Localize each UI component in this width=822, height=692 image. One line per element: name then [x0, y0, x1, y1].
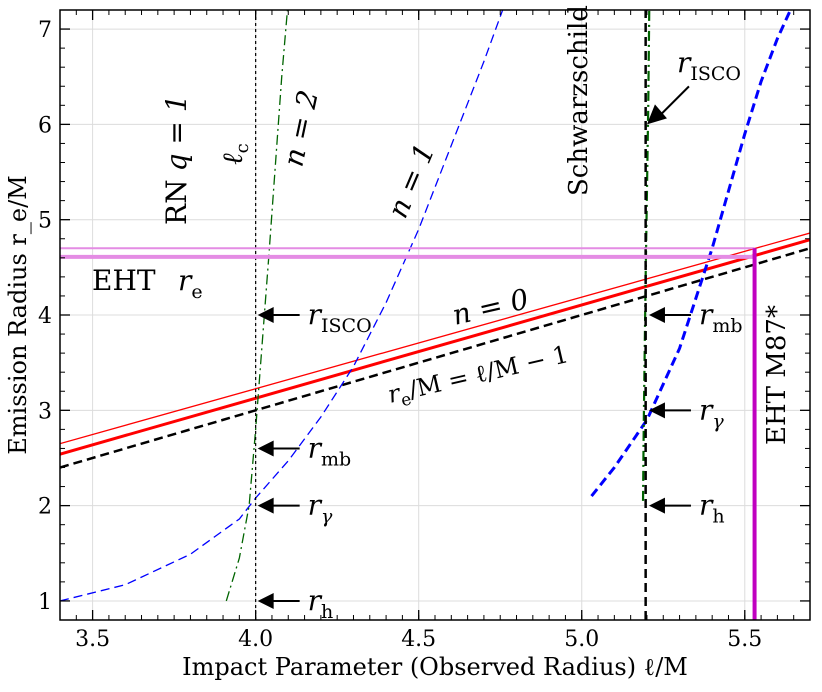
series-line	[225, 10, 289, 602]
arrows: rISCO rmb rγ rh rISCO rmb rγ rh	[257, 46, 743, 623]
series-line	[590, 10, 792, 498]
eht-label: EHT	[92, 264, 156, 297]
y-tick-label: 7	[38, 18, 52, 43]
plot-frame	[59, 9, 811, 621]
y-tick-label: 5	[38, 209, 52, 234]
eht-re-label: re	[178, 264, 203, 303]
n2-label: n = 2	[277, 87, 325, 169]
arrow-head	[257, 592, 274, 609]
series-line	[60, 232, 810, 445]
y-axis-title: Emission Radius r_e/M	[4, 175, 32, 455]
ticks: 3.5 4.0 4.5 5.0 5.5 1 2 3 4 5 6 7	[38, 10, 811, 652]
series-line	[60, 10, 504, 602]
arrow-label: rγ	[699, 393, 724, 432]
schwarzschild-label: Schwarzschild	[564, 5, 594, 196]
x-tick-label: 3.5	[75, 627, 110, 652]
arrow-label: rmb	[308, 431, 352, 470]
arrow-label: rISCO	[677, 46, 741, 85]
eht-m87-label: EHT M87*	[762, 305, 792, 445]
relation-label: re/M = ℓ/M − 1	[385, 340, 572, 414]
arrow-label: rγ	[308, 489, 333, 528]
curves	[60, 10, 810, 620]
x-tick-label: 4.5	[401, 627, 436, 652]
arrow-head	[648, 497, 665, 514]
arrow-head	[257, 440, 274, 457]
arrow-shaft	[658, 85, 690, 118]
arrow-head	[648, 402, 665, 419]
arrow-head	[648, 307, 665, 323]
x-tick-label: 5.5	[727, 627, 762, 652]
lc-label: ℓc	[216, 143, 253, 165]
arrow-head	[257, 497, 274, 514]
arrow-head	[646, 104, 667, 125]
arrow-label: rh	[308, 584, 334, 623]
arrow-head	[257, 307, 274, 323]
arrow-label: rmb	[699, 298, 743, 337]
rn-label: RNq = 1	[160, 94, 193, 225]
arrow-label: rISCO	[308, 298, 372, 337]
x-tick-label: 5.0	[564, 627, 599, 652]
y-tick-label: 4	[38, 304, 52, 329]
arrow-label: rh	[699, 489, 725, 528]
y-tick-label: 1	[38, 590, 52, 615]
n1-label: n = 1	[381, 139, 442, 223]
grid	[60, 10, 810, 620]
y-tick-label: 3	[38, 399, 52, 424]
n0-label: n = 0	[449, 282, 532, 332]
x-axis-title: Impact Parameter (Observed Radius) ℓ/M	[182, 653, 688, 681]
y-tick-label: 2	[38, 495, 52, 520]
series-line	[60, 247, 810, 469]
y-tick-label: 6	[38, 113, 52, 138]
x-tick-label: 4.0	[238, 627, 273, 652]
series-line	[60, 238, 810, 456]
